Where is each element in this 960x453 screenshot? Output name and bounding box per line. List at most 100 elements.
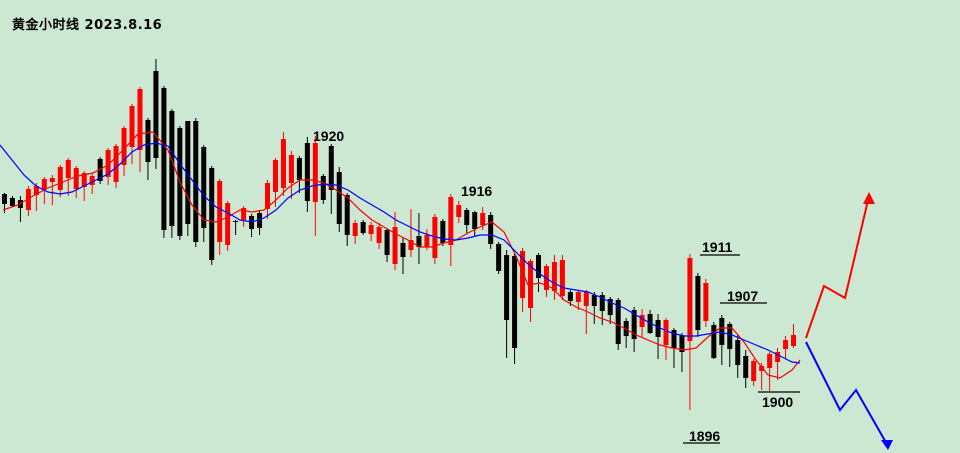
candle-body xyxy=(623,321,629,336)
candle-body xyxy=(719,318,725,345)
candle-body xyxy=(121,128,127,165)
candle-body xyxy=(145,120,151,162)
candle-body xyxy=(551,262,557,291)
candle-body xyxy=(185,121,191,224)
candle-body xyxy=(49,178,55,182)
candle-body xyxy=(663,320,669,345)
down-projection-arrowhead xyxy=(881,440,893,450)
candle-body xyxy=(496,244,502,271)
candle-body xyxy=(400,243,406,257)
candle-body xyxy=(81,173,87,187)
label-1907: 1907 xyxy=(727,288,758,304)
candle-body xyxy=(225,203,231,245)
chart-title: 黄金小时线 2023.8.16 xyxy=(12,18,163,33)
candle-body xyxy=(280,139,286,188)
candle-body xyxy=(161,88,167,230)
candle-body xyxy=(344,195,350,235)
down-projection-arrow xyxy=(805,341,889,447)
candle-body xyxy=(392,227,398,264)
candle-body xyxy=(464,210,470,225)
candle-body xyxy=(288,155,294,183)
up-projection-arrow xyxy=(805,195,870,339)
candle-body xyxy=(759,366,765,371)
candle-body xyxy=(727,324,733,349)
candle-body xyxy=(33,186,39,195)
candle-body xyxy=(336,172,342,224)
candle-body xyxy=(416,236,422,247)
candle-body xyxy=(113,146,119,182)
candle-body xyxy=(376,227,382,243)
candle-body xyxy=(687,258,693,341)
candle-body xyxy=(743,356,749,378)
candle-body xyxy=(695,276,701,330)
candle-body xyxy=(639,315,645,327)
candle-body xyxy=(193,121,199,242)
candle-body xyxy=(512,256,518,348)
candle-body xyxy=(65,160,71,178)
candle-body xyxy=(783,340,789,349)
candle-body xyxy=(591,295,597,306)
candle-body xyxy=(320,176,326,200)
red-moving-average-line xyxy=(2,131,801,379)
candle-body xyxy=(775,352,781,362)
candle-body xyxy=(655,320,661,337)
candle-body xyxy=(201,147,207,228)
candle-body xyxy=(567,292,573,301)
candle-body xyxy=(488,215,494,244)
candle-body xyxy=(25,189,31,210)
candle-body xyxy=(9,198,15,206)
candle-body xyxy=(520,251,526,298)
candle-body xyxy=(472,212,478,229)
candle-body xyxy=(456,205,462,217)
candle-body xyxy=(791,335,797,346)
candle-body xyxy=(735,340,741,365)
candle-body xyxy=(607,299,613,315)
candle-body xyxy=(89,176,95,185)
label-1896: 1896 xyxy=(689,428,720,444)
candle-body xyxy=(312,143,318,202)
candle-body xyxy=(129,106,135,147)
candle-body xyxy=(703,283,709,321)
candle-body xyxy=(480,213,486,225)
candle-body xyxy=(272,160,278,192)
candle-body xyxy=(599,295,605,311)
blue-moving-average-line xyxy=(0,142,801,364)
candle-body xyxy=(304,143,310,201)
candle-body xyxy=(265,183,271,209)
candle-body xyxy=(233,221,239,222)
candle-body xyxy=(615,300,621,344)
label-1920: 1920 xyxy=(313,128,344,144)
candle-body xyxy=(575,292,581,302)
up-projection-arrowhead xyxy=(863,192,875,204)
candle-body xyxy=(711,325,717,358)
candle-body xyxy=(97,159,103,181)
candle-body xyxy=(137,89,143,150)
candle-body xyxy=(296,158,302,180)
candle-body xyxy=(105,150,111,177)
candle-body xyxy=(153,71,159,158)
label-1900: 1900 xyxy=(762,394,793,410)
candle-body xyxy=(583,292,589,306)
candle-body xyxy=(767,354,773,368)
candle-body xyxy=(368,225,374,234)
candle-body xyxy=(384,230,390,255)
candle-body xyxy=(209,168,215,260)
candle-body xyxy=(352,223,358,236)
candle-body xyxy=(73,168,79,189)
candle-body xyxy=(241,208,247,220)
candle-body xyxy=(217,181,223,242)
candle-body xyxy=(57,167,63,190)
label-1911: 1911 xyxy=(702,239,733,255)
candle-body xyxy=(751,361,757,381)
candle-body xyxy=(535,255,541,278)
candle-body xyxy=(2,194,7,204)
candle-body xyxy=(440,221,446,243)
candle-body xyxy=(448,197,454,245)
candle-body xyxy=(559,260,565,296)
candle-body xyxy=(360,222,366,233)
label-1916: 1916 xyxy=(461,183,492,199)
candle-body xyxy=(679,335,685,352)
candle-body xyxy=(328,146,334,190)
